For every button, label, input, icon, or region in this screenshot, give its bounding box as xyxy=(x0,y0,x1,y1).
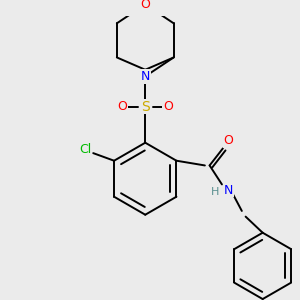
Text: H: H xyxy=(211,187,220,197)
Text: O: O xyxy=(224,134,233,147)
Text: Cl: Cl xyxy=(80,143,92,156)
Text: N: N xyxy=(224,184,233,196)
Text: O: O xyxy=(140,0,150,11)
Text: S: S xyxy=(141,100,150,114)
Text: N: N xyxy=(141,70,150,83)
Text: O: O xyxy=(118,100,128,113)
Text: O: O xyxy=(163,100,173,113)
